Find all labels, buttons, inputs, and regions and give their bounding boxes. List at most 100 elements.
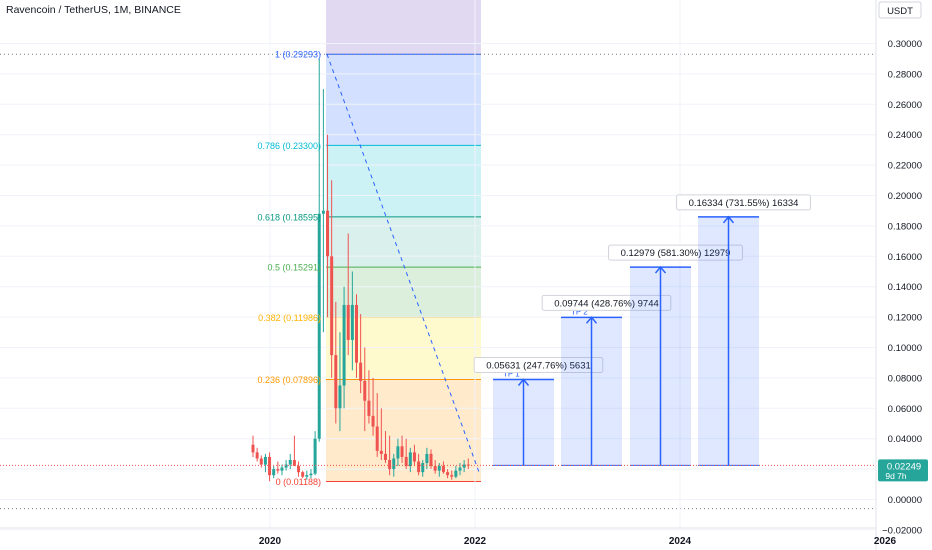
candle-body xyxy=(338,385,342,409)
target-boxes: TP 10.05631 (247.76%) 5631 TP 20.09744 (4… xyxy=(473,194,811,466)
time-tick-label: 2022 xyxy=(464,536,487,547)
candle-body xyxy=(272,469,276,476)
candle-body xyxy=(454,470,458,477)
fib-level-label: 0.786 (0.23300) xyxy=(257,141,321,151)
candle-body xyxy=(446,472,450,476)
target-label-box xyxy=(473,356,604,373)
candle-body xyxy=(334,355,338,409)
candle-body xyxy=(417,461,421,473)
target-arrow-head xyxy=(517,378,530,386)
candle-body xyxy=(317,213,321,439)
price-tick-label: 0.26000 xyxy=(888,100,922,111)
current-price-value: 0.02249 xyxy=(887,461,921,472)
currency-label: USDT xyxy=(887,6,913,17)
price-tick-label: 0.06000 xyxy=(888,404,922,415)
price-tick-label: 0.00000 xyxy=(888,495,922,506)
candle-body xyxy=(437,466,441,471)
target-arrow-head xyxy=(585,316,598,324)
candle-body xyxy=(375,426,379,451)
candle-body xyxy=(251,444,255,453)
time-tick-label: 2024 xyxy=(669,536,692,547)
fib-band xyxy=(326,145,481,217)
price-tick-label: 0.04000 xyxy=(888,434,922,445)
fibonacci-bands xyxy=(0,0,876,510)
candle-body xyxy=(313,438,317,474)
target-arrow-head xyxy=(722,215,735,224)
fib-band xyxy=(326,379,481,482)
price-tick-label: 0.20000 xyxy=(888,191,922,202)
candle-body xyxy=(408,452,412,467)
chart-title: Ravencoin / TetherUS, 1M, BINANCE xyxy=(6,4,181,16)
time-tick-label: 2020 xyxy=(259,536,282,547)
candle-body xyxy=(404,456,408,467)
trend-dashed-line xyxy=(326,54,480,473)
candle-body xyxy=(400,446,404,457)
fibonacci-labels: 1 (0.29293) 0.786 (0.23300) 0.618 (0.18595… xyxy=(257,50,321,487)
candle-body xyxy=(255,452,259,459)
price-axis-bg xyxy=(876,0,932,550)
candle-body xyxy=(309,473,313,476)
candle-body xyxy=(284,464,288,468)
candle-body xyxy=(458,467,462,471)
fib-level-label: 0.5 (0.15291) xyxy=(267,263,321,273)
price-axis[interactable]: USDT 0.30000 0.28000 0.26000 0.24000 0.22000 0… xyxy=(875,0,932,550)
price-tick-label: 0.22000 xyxy=(888,161,922,172)
candle-body xyxy=(263,456,267,465)
fib-band xyxy=(326,54,481,146)
target-label: 0.16334 (731.55%) 16334 xyxy=(689,198,799,209)
candle-body xyxy=(412,452,416,462)
target-name: TP 2 xyxy=(571,307,588,316)
target-label-box xyxy=(541,294,672,311)
price-tick-label: 0.18000 xyxy=(888,221,922,232)
candle-body xyxy=(288,459,292,465)
fib-band xyxy=(326,216,481,268)
price-tick-label: 0.12000 xyxy=(888,313,922,324)
price-tick-label: 0.14000 xyxy=(888,282,922,293)
candle-body xyxy=(392,458,396,470)
current-price-tag xyxy=(878,459,928,482)
candle-body xyxy=(355,304,358,363)
target-label-box xyxy=(676,194,811,211)
candle-body xyxy=(367,400,371,416)
candle-body xyxy=(297,466,301,473)
currency-button xyxy=(878,1,922,19)
target-label-box xyxy=(608,244,743,261)
target-label: 0.09744 (428.76%) 9744 xyxy=(554,298,659,309)
candle-body xyxy=(321,210,325,214)
fib-level-label: 0 (0.01188) xyxy=(276,477,321,487)
target-label: 0.05631 (247.76%) 5631 xyxy=(486,360,591,371)
bar-countdown: 9d 7h xyxy=(885,471,907,481)
price-tick-label: −0.02000 xyxy=(882,525,922,536)
candle-body xyxy=(421,463,425,473)
candle-body xyxy=(359,362,363,381)
fib-level-label: 0.618 (0.18595) xyxy=(257,212,321,222)
overlay xyxy=(0,54,876,473)
fib-level-label: 0.382 (0.11986) xyxy=(258,313,321,323)
price-tick-label: 0.24000 xyxy=(888,130,922,141)
candle-body xyxy=(433,466,437,471)
candle-body xyxy=(326,210,330,257)
candle-body xyxy=(342,304,346,386)
candle-body xyxy=(371,415,375,427)
target-arrow-head xyxy=(654,265,667,274)
candle-body xyxy=(388,459,392,470)
candle-body xyxy=(350,304,354,340)
candle-body xyxy=(441,466,445,473)
time-tick-label: 2026 xyxy=(874,536,897,547)
candle-body xyxy=(276,469,280,471)
candle-body xyxy=(268,456,272,476)
candle-body xyxy=(259,458,263,465)
time-axis[interactable]: 202020222024202620282030 xyxy=(0,527,932,547)
candle-body xyxy=(305,475,309,477)
candle-body xyxy=(330,256,334,356)
target-name: TP 1 xyxy=(503,369,520,378)
fib-band-top xyxy=(326,0,481,55)
target-label: 0.12979 (581.30%) 12979 xyxy=(621,248,731,259)
price-tick-label: 0.10000 xyxy=(888,343,922,354)
candle-body xyxy=(396,446,400,459)
price-tick-label: 0.28000 xyxy=(888,69,922,80)
fib-level-label: 1 (0.29293) xyxy=(275,50,321,60)
candle-body xyxy=(450,475,454,477)
price-tick-label: 0.08000 xyxy=(888,373,922,384)
